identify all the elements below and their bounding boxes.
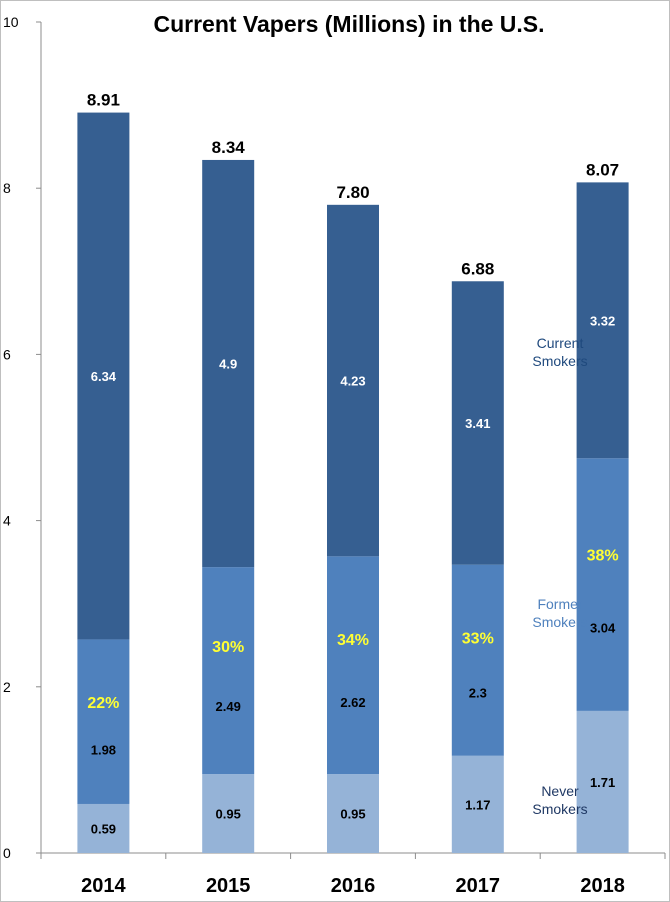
data-label: 0.59 (91, 821, 116, 836)
data-label: 2.49 (216, 699, 241, 714)
data-label: 1.17 (465, 797, 490, 812)
data-label: 4.23 (340, 374, 365, 389)
former-share-label: 38% (587, 547, 619, 564)
legend-label: Former (537, 596, 582, 612)
total-label: 6.88 (461, 259, 494, 278)
legend-label: Smokers (532, 614, 587, 630)
bar-segment-never-smokers (451, 755, 504, 853)
legend-label: Current (537, 335, 584, 351)
bar-segment-never-smokers (327, 774, 379, 853)
x-tick-label: 2014 (81, 875, 126, 897)
bar-segment-former-smokers (77, 639, 130, 804)
bar-segment-current-smokers (327, 204, 379, 557)
former-share-label: 22% (87, 695, 119, 712)
y-tick-label: 0 (3, 845, 11, 861)
data-label: 0.95 (216, 807, 241, 822)
bar-segment-former-smokers (576, 458, 629, 711)
x-tick-label: 2016 (331, 875, 376, 897)
y-tick-label: 2 (3, 679, 11, 695)
y-tick-label: 10 (3, 14, 19, 30)
total-label: 7.80 (336, 183, 369, 202)
former-share-label: 30% (212, 639, 244, 656)
total-label: 8.34 (212, 138, 246, 157)
x-tick-label: 2018 (580, 875, 625, 897)
bar-segment-current-smokers (77, 112, 130, 640)
y-tick-label: 6 (3, 346, 11, 362)
y-tick-label: 4 (3, 513, 11, 529)
bar-segment-former-smokers (451, 564, 504, 756)
former-share-label: 33% (462, 630, 494, 647)
bar-segment-current-smokers (451, 281, 504, 565)
legend-label: Never (541, 783, 579, 799)
chart-title: Current Vapers (Millions) in the U.S. (153, 11, 544, 37)
bar-segment-current-smokers (576, 182, 629, 459)
bar-segment-former-smokers (202, 567, 255, 775)
data-label: 3.41 (465, 416, 490, 431)
legend-label: Smokers (532, 353, 587, 369)
y-tick-label: 8 (3, 180, 11, 196)
x-tick-label: 2017 (456, 875, 501, 897)
bar-segment-never-smokers (202, 774, 255, 853)
bar-segment-former-smokers (327, 556, 379, 775)
bar-segment-never-smokers (576, 710, 629, 853)
bar-segment-never-smokers (77, 803, 130, 853)
data-label: 1.98 (91, 743, 116, 758)
data-label: 6.34 (91, 369, 117, 384)
data-label: 1.71 (590, 775, 615, 790)
bar-segment-current-smokers (202, 159, 255, 568)
bars: 0.59 1.98 6.34 22% 8.91 0.95 2.49 4.9 30% 8.34 0.9… (77, 91, 629, 853)
data-label: 3.04 (590, 621, 616, 636)
data-label: 2.3 (469, 686, 487, 701)
former-share-label: 34% (337, 632, 369, 649)
data-label: 3.32 (590, 313, 615, 328)
total-label: 8.91 (87, 91, 120, 110)
legend: Current Smokers Former Smokers Never Smokers (532, 335, 587, 817)
data-label: 0.95 (340, 807, 365, 822)
legend-label: Smokers (532, 801, 587, 817)
data-label: 2.62 (340, 695, 365, 710)
x-tick-label: 2015 (206, 875, 251, 897)
total-label: 8.07 (586, 160, 619, 179)
data-label: 4.9 (219, 357, 237, 372)
axes: 0 2 4 6 8 10 2014 2015 2016 2017 2018 (3, 14, 666, 897)
